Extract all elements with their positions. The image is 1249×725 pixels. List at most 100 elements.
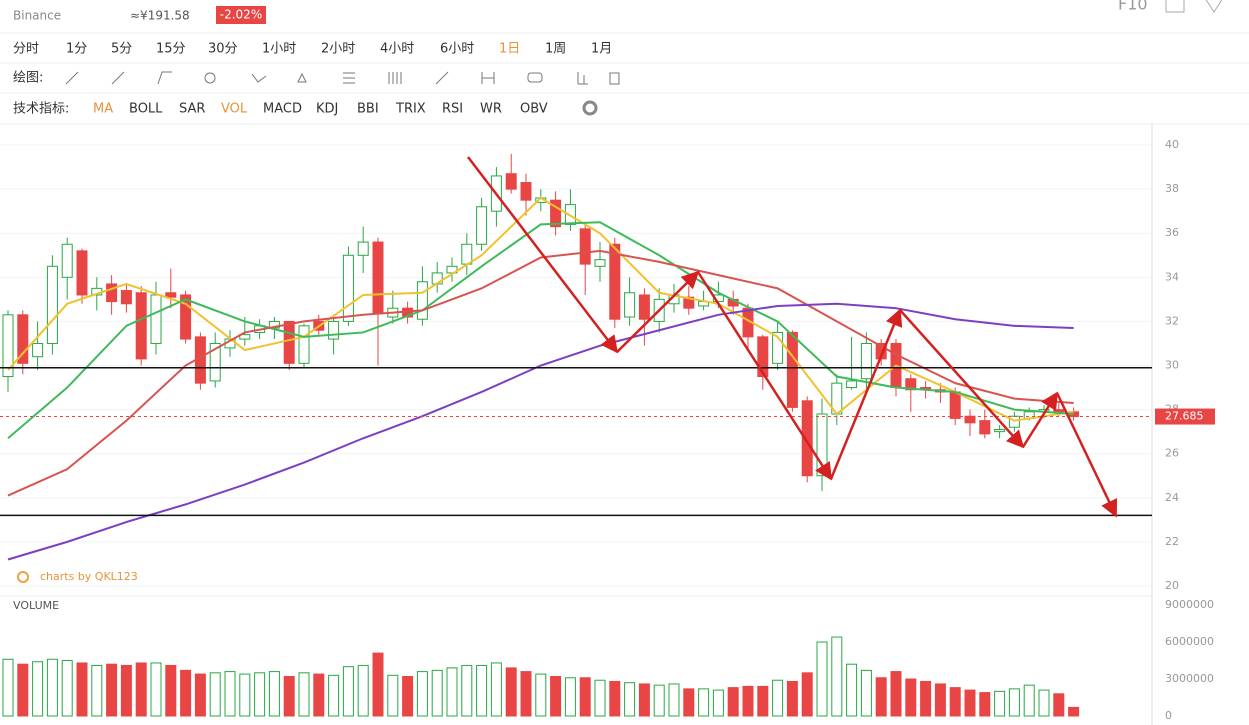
volume-bar — [372, 652, 384, 717]
y-tick-label: 36 — [1165, 226, 1179, 239]
volume-bar — [1023, 684, 1035, 717]
candle-body — [624, 292, 636, 318]
candle-body — [994, 428, 1006, 433]
period-tab[interactable]: 1日 — [499, 42, 520, 57]
volume-bar — [17, 663, 29, 717]
indicator-tab[interactable]: BOLL — [129, 102, 163, 117]
candle-body — [298, 325, 310, 364]
indicator-tab[interactable]: VOL — [221, 102, 248, 117]
indicator-tab[interactable]: OBV — [520, 102, 548, 117]
candle-body — [283, 320, 295, 364]
y-tick-label: 30 — [1165, 359, 1179, 372]
exchange: Binance — [13, 9, 61, 23]
volume-bar — [831, 636, 843, 717]
indicator-tab[interactable]: MA — [93, 102, 113, 117]
volume-bar — [875, 677, 887, 717]
change-badge — [216, 6, 266, 24]
volume-bar — [742, 685, 754, 717]
volume-bar — [224, 671, 236, 717]
separators — [0, 32, 1249, 725]
period-tab[interactable]: 15分 — [156, 42, 186, 57]
indicator-tab[interactable]: KDJ — [316, 102, 338, 117]
volume-bar — [535, 673, 547, 717]
indicator-label: 技术指标: — [13, 102, 69, 117]
candle-body — [786, 331, 798, 408]
volume-bar — [638, 683, 650, 717]
indicator-tab[interactable]: WR — [480, 102, 502, 117]
y-tick-label: 34 — [1165, 270, 1179, 283]
y-tick-label: 32 — [1165, 314, 1179, 327]
volume-bar — [2, 658, 14, 717]
settings-icon[interactable] — [582, 100, 598, 116]
period-tab[interactable]: 1月 — [591, 42, 612, 57]
volume-bar — [920, 680, 932, 717]
candle-body — [268, 320, 280, 329]
volume-bar — [32, 661, 44, 717]
draw-tools[interactable] — [65, 71, 620, 85]
candle-body — [61, 243, 73, 278]
candle-body — [520, 182, 532, 201]
volume-bar — [757, 685, 769, 717]
y-tick-label: 0 — [1165, 709, 1172, 722]
volume-bar — [505, 667, 517, 717]
period-tab[interactable]: 1小时 — [262, 42, 296, 57]
period-tab[interactable]: 5分 — [111, 42, 132, 57]
volume-bar — [624, 682, 636, 717]
candle-body — [683, 296, 695, 309]
y-tick-label: 24 — [1165, 491, 1179, 504]
volume-bar — [786, 680, 798, 717]
candle-body — [135, 292, 147, 360]
volume-bar — [964, 689, 976, 717]
indicator-tab[interactable]: TRIX — [395, 102, 426, 117]
volume-bar — [476, 664, 488, 717]
ma-line — [7, 221, 1074, 440]
f10[interactable]: F10 — [1118, 0, 1148, 14]
volume-bar — [342, 666, 354, 717]
candle-body — [165, 292, 177, 298]
annotation-arrows — [467, 156, 1118, 518]
period-tab[interactable]: 30分 — [208, 42, 238, 57]
volume-bar — [135, 662, 147, 717]
candle-body — [342, 254, 354, 322]
volume-bar — [564, 677, 576, 717]
period-tab[interactable]: 分时 — [13, 42, 39, 57]
volume-bar — [194, 673, 206, 717]
indicator-tab[interactable]: MACD — [263, 102, 302, 117]
candle-body — [1053, 409, 1065, 413]
logo — [17, 571, 29, 583]
period-tab[interactable]: 2小时 — [321, 42, 355, 57]
volume-bar — [402, 676, 414, 717]
volume-bar — [76, 662, 88, 717]
period-tab[interactable]: 1分 — [66, 42, 87, 57]
indicator-tab[interactable]: BBI — [357, 102, 379, 117]
candle-body — [328, 320, 340, 340]
volume-bar — [446, 667, 458, 717]
volume-bar — [91, 664, 103, 717]
candle-body — [46, 265, 58, 344]
period-tab[interactable]: 1周 — [545, 42, 566, 57]
volume-bar — [328, 674, 340, 717]
volume-bar — [860, 669, 872, 717]
candle-body — [461, 243, 473, 265]
period-tab[interactable]: 4小时 — [380, 42, 414, 57]
volume-bar — [816, 641, 828, 717]
fullscreen-icon[interactable] — [1165, 0, 1185, 13]
indicator-tab[interactable]: SAR — [179, 102, 205, 117]
candle-body — [106, 283, 118, 303]
volume-bar — [1053, 693, 1065, 717]
star-icon[interactable] — [1205, 0, 1223, 13]
candle-body — [979, 420, 991, 435]
period-tab[interactable]: 6小时 — [440, 42, 474, 57]
volume-bar — [1068, 706, 1080, 717]
draw-label: 绘图: — [13, 71, 43, 86]
volume-bar — [46, 658, 58, 717]
volume-bar — [579, 677, 591, 717]
volume-bar — [387, 674, 399, 717]
indicator-tab[interactable]: RSI — [442, 102, 463, 117]
volume-bar — [239, 673, 251, 717]
volume-bar — [431, 669, 443, 717]
ma-line — [7, 196, 1074, 422]
volume-bar — [653, 684, 665, 717]
candle-body — [239, 334, 251, 340]
